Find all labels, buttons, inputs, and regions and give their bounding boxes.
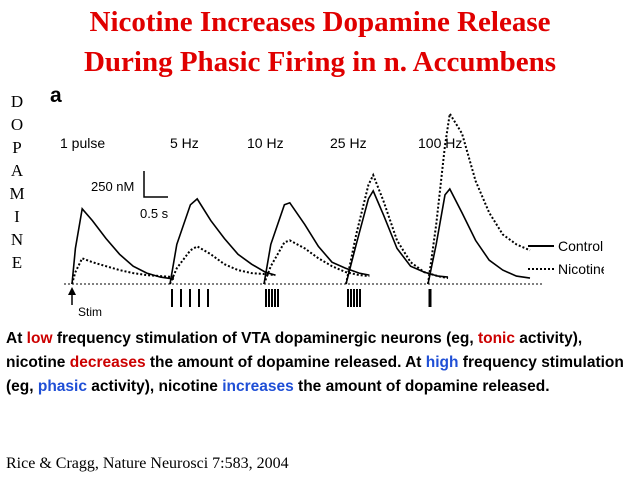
paragraph-text: frequency stimulation of VTA dopaminergi… bbox=[52, 330, 478, 347]
trace-control bbox=[263, 201, 370, 285]
condition-label: 1 pulse bbox=[60, 135, 105, 151]
scale-bar-x-label: 0.5 s bbox=[140, 206, 169, 221]
emphasis-high: high bbox=[425, 354, 459, 371]
emphasis-phasic: phasic bbox=[37, 378, 87, 395]
legend: Control Nicotine bbox=[528, 238, 604, 277]
trace-nicotine bbox=[169, 245, 276, 285]
emphasis-decreases: decreases bbox=[69, 354, 146, 371]
trace-nicotine bbox=[71, 257, 175, 285]
dopamine-trace-figure: a 1 pulse 5 Hz 10 Hz 25 Hz 100 Hz 250 nM… bbox=[50, 84, 604, 319]
trace-control bbox=[345, 189, 449, 285]
trace-nicotine bbox=[345, 172, 449, 285]
trace-nicotine bbox=[427, 110, 531, 285]
trace-nicotine bbox=[263, 239, 370, 285]
condition-label: 5 Hz bbox=[170, 135, 199, 151]
stim-label: Stim bbox=[78, 305, 102, 319]
trace-control bbox=[169, 197, 276, 285]
panel-label: a bbox=[50, 84, 62, 107]
legend-label-nicotine: Nicotine bbox=[558, 261, 604, 277]
paragraph-text: At bbox=[6, 330, 27, 347]
trace-group bbox=[71, 110, 531, 307]
condition-label: 25 Hz bbox=[330, 135, 367, 151]
emphasis-increases: increases bbox=[222, 378, 294, 395]
y-axis-letter: O bbox=[10, 115, 24, 134]
y-axis-letter: N bbox=[10, 230, 24, 249]
y-axis-letter: M bbox=[9, 184, 25, 203]
title-line-2: During Phasic Firing in n. Accumbens bbox=[83, 46, 557, 78]
emphasis-low: low bbox=[26, 330, 53, 347]
explanation-paragraph: At low frequency stimulation of VTA dopa… bbox=[6, 327, 634, 399]
emphasis-tonic: tonic bbox=[477, 330, 515, 347]
paragraph-text: activity), nicotine bbox=[6, 330, 583, 371]
citation: Rice & Cragg, Nature Neurosci 7:583, 200… bbox=[6, 455, 289, 472]
y-axis-letter: E bbox=[11, 253, 23, 272]
y-axis-letter: P bbox=[12, 138, 22, 157]
paragraph-text: the amount of dopamine released. bbox=[293, 378, 550, 395]
y-axis-letter: D bbox=[10, 92, 24, 111]
scale-bar: 250 nM 0.5 s bbox=[91, 171, 169, 221]
y-axis-letter: A bbox=[10, 161, 24, 180]
scale-bar-y-label: 250 nM bbox=[91, 179, 134, 194]
legend-label-control: Control bbox=[558, 238, 603, 254]
condition-label: 100 Hz bbox=[418, 135, 462, 151]
paragraph-text: frequency stimulation (eg, bbox=[6, 354, 624, 395]
title-line-1: Nicotine Increases Dopamine Release bbox=[89, 6, 551, 38]
paragraph-text: the amount of dopamine released. At bbox=[145, 354, 426, 371]
trace-control bbox=[427, 187, 531, 285]
y-axis-letter: I bbox=[14, 207, 20, 226]
paragraph-text: activity), nicotine bbox=[86, 378, 223, 395]
stim-marker: Stim bbox=[68, 287, 102, 319]
condition-label: 10 Hz bbox=[247, 135, 284, 151]
